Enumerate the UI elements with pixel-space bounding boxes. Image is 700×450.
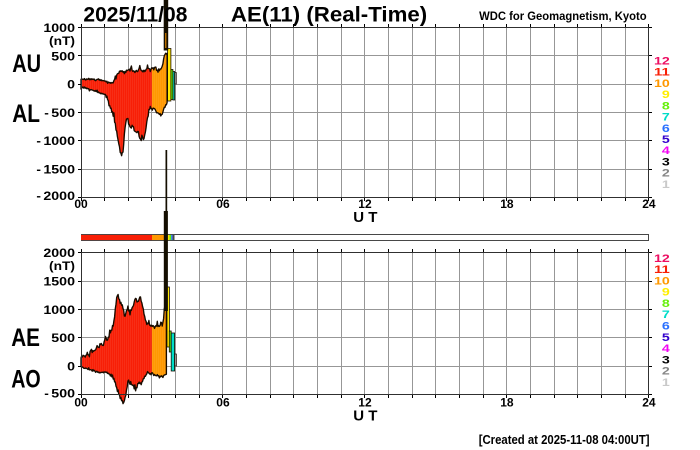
svg-text:-: -: [36, 165, 41, 177]
svg-text:00: 00: [74, 197, 88, 211]
svg-text:3: 3: [662, 354, 670, 366]
svg-text:1: 1: [662, 377, 670, 389]
svg-text:-: -: [36, 136, 41, 148]
svg-text:6: 6: [662, 123, 670, 135]
svg-text:4: 4: [662, 145, 670, 157]
svg-text:(nT): (nT): [49, 261, 75, 273]
svg-text:2: 2: [662, 366, 670, 378]
svg-text:U T: U T: [353, 408, 377, 425]
svg-text:10: 10: [654, 275, 670, 287]
svg-text:18: 18: [500, 396, 514, 410]
svg-text:11: 11: [654, 264, 670, 276]
svg-text:-: -: [44, 108, 49, 120]
svg-text:18: 18: [500, 197, 514, 211]
svg-text:12: 12: [358, 396, 372, 410]
svg-text:6: 6: [662, 320, 670, 332]
svg-text:0: 0: [67, 362, 75, 374]
svg-text:12: 12: [654, 253, 670, 265]
svg-text:AL: AL: [12, 100, 40, 128]
svg-text:500: 500: [51, 108, 75, 120]
svg-text:11: 11: [654, 67, 670, 79]
svg-text:00: 00: [74, 396, 88, 410]
svg-text:2000: 2000: [43, 248, 75, 260]
svg-text:5: 5: [662, 332, 670, 344]
svg-text:-: -: [44, 388, 49, 400]
svg-text:12: 12: [358, 197, 372, 211]
svg-text:[Created at 2025-11-08 04:00UT: [Created at 2025-11-08 04:00UT]: [479, 432, 650, 447]
svg-text:2: 2: [662, 168, 670, 180]
svg-text:7: 7: [662, 112, 670, 124]
svg-text:1500: 1500: [43, 165, 75, 177]
svg-text:06: 06: [216, 197, 230, 211]
svg-text:1000: 1000: [43, 23, 75, 35]
svg-text:500: 500: [51, 388, 75, 400]
svg-text:10: 10: [654, 78, 670, 90]
svg-text:12: 12: [654, 56, 670, 68]
svg-text:24: 24: [642, 396, 656, 410]
svg-text:8: 8: [662, 100, 670, 112]
svg-text:AE: AE: [11, 324, 40, 352]
svg-text:AO: AO: [11, 365, 41, 393]
svg-text:24: 24: [642, 197, 656, 211]
svg-text:2000: 2000: [43, 191, 75, 203]
svg-text:(nT): (nT): [49, 36, 75, 48]
svg-text:500: 500: [51, 51, 75, 63]
svg-text:WDC for Geomagnetism, Kyoto: WDC for Geomagnetism, Kyoto: [479, 9, 647, 23]
svg-text:7: 7: [662, 309, 670, 321]
svg-text:AE(11) (Real-Time): AE(11) (Real-Time): [231, 4, 427, 27]
svg-text:9: 9: [662, 89, 670, 101]
svg-text:-: -: [36, 191, 41, 203]
svg-text:AU: AU: [12, 50, 41, 78]
svg-text:5: 5: [662, 134, 670, 146]
svg-text:1000: 1000: [43, 136, 75, 148]
svg-text:8: 8: [662, 298, 670, 310]
svg-text:9: 9: [662, 287, 670, 299]
svg-text:2025/11/08: 2025/11/08: [83, 4, 187, 27]
svg-text:0: 0: [67, 80, 75, 92]
svg-text:500: 500: [51, 333, 75, 345]
svg-text:1500: 1500: [43, 276, 75, 288]
svg-text:3: 3: [662, 156, 670, 168]
svg-text:U T: U T: [353, 209, 377, 226]
svg-text:06: 06: [216, 396, 230, 410]
svg-text:4: 4: [662, 343, 670, 355]
svg-text:1: 1: [662, 179, 670, 191]
svg-text:1000: 1000: [43, 305, 75, 317]
